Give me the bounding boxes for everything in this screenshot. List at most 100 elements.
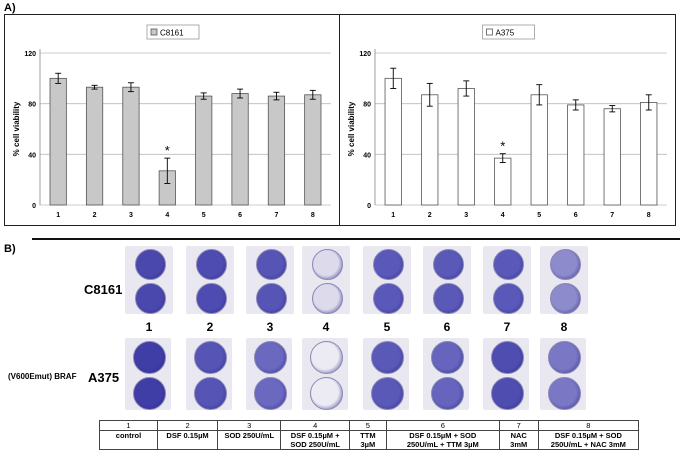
culture-well	[255, 249, 287, 280]
condition-cell: 7	[498, 420, 539, 431]
culture-well	[370, 377, 404, 410]
condition-cell: DSF 0.15µM + SOD	[537, 430, 640, 440]
bar	[85, 86, 104, 206]
chart-a375-frame: 0 40 80 120 % cell viability A375 1 2 3 4 * 5 6 7 8	[339, 14, 676, 226]
x-tick-label: 7	[610, 212, 614, 219]
bar	[567, 104, 585, 206]
x-tick-label: 6	[574, 212, 578, 219]
lane-number: 7	[503, 320, 511, 334]
culture-well	[253, 341, 287, 374]
culture-well	[490, 377, 524, 410]
condition-cell: 3	[217, 420, 282, 431]
culture-well	[311, 249, 343, 280]
x-tick-label: 4	[165, 212, 169, 219]
y-axis-label: % cell viability	[347, 101, 356, 156]
condition-cell: 3µM	[348, 440, 387, 450]
condition-cell: 1	[99, 420, 158, 431]
row-label-c8161: C8161	[84, 282, 123, 297]
bar	[231, 93, 249, 206]
culture-well	[132, 341, 166, 374]
plate-c8161	[540, 246, 588, 314]
culture-well	[432, 283, 464, 314]
chart-c8161-frame: 0 40 80 120 % cell viability C8161 1 2 3 4 * 5 6 7 8	[4, 14, 340, 226]
lane-number: 6	[443, 320, 451, 334]
chart-c8161: 0 40 80 120 % cell viability C8161 1 2 3 4 * 5 6 7 8	[12, 24, 331, 219]
condition-cell	[217, 440, 282, 450]
culture-well	[432, 249, 464, 280]
plate-a375	[186, 338, 232, 410]
condition-cell	[156, 440, 219, 450]
panel-a-label: A)	[4, 2, 16, 14]
culture-well	[132, 377, 166, 410]
culture-well	[430, 377, 464, 410]
x-tick-label: 2	[93, 212, 97, 219]
x-tick-label: 8	[647, 212, 651, 219]
culture-well	[549, 249, 581, 280]
legend-label: A375	[496, 29, 515, 38]
legend-swatch	[150, 28, 158, 36]
panel-divider	[32, 238, 680, 240]
bar	[494, 157, 512, 206]
plate-a375	[483, 338, 529, 410]
legend-box	[482, 24, 535, 40]
lane-number: 8	[560, 320, 568, 334]
bar	[195, 95, 213, 206]
y-tick-label: 0	[32, 203, 36, 210]
x-tick-label: 5	[202, 212, 206, 219]
y-tick-label: 120	[359, 51, 371, 58]
condition-line1-row: control DSF 0.15µM SOD 250U/mL DSF 0.15µM +…	[99, 430, 640, 440]
plate-c8161	[483, 246, 531, 314]
culture-well	[193, 377, 227, 410]
plate-a375	[423, 338, 469, 410]
bar	[384, 77, 402, 206]
x-tick-label: 6	[238, 212, 242, 219]
lane-number: 2	[206, 320, 214, 334]
condition-cell: NAC	[498, 430, 539, 440]
bar	[603, 108, 621, 206]
y-tick-label: 40	[28, 152, 36, 159]
condition-cell: DSF 0.15µM	[156, 430, 219, 440]
bar	[421, 94, 439, 206]
plate-a375	[246, 338, 292, 410]
plate-a375	[125, 338, 171, 410]
condition-cell: 6	[385, 420, 500, 431]
x-tick-label: 7	[274, 212, 278, 219]
culture-well	[547, 377, 581, 410]
condition-cell: SOD 250U/mL	[280, 440, 350, 450]
culture-well	[490, 341, 524, 374]
condition-cell: 8	[537, 420, 640, 431]
condition-cell: DSF 0.15µM + SOD	[385, 430, 500, 440]
culture-well	[492, 283, 524, 314]
bar	[267, 95, 286, 206]
x-tick-label: 1	[56, 212, 60, 219]
plate-a375	[302, 338, 348, 410]
condition-cell: control	[99, 430, 158, 440]
x-tick-label: 3	[464, 212, 468, 219]
culture-well	[549, 283, 581, 314]
condition-cell: 3mM	[498, 440, 539, 450]
condition-cell: 2	[156, 420, 219, 431]
culture-well	[134, 249, 166, 280]
plate-c8161	[186, 246, 234, 314]
bar	[49, 77, 67, 206]
legend-box	[146, 24, 200, 40]
plate-a375	[540, 338, 586, 410]
y-tick-label: 120	[24, 51, 36, 58]
x-tick-label: 8	[311, 212, 315, 219]
culture-well	[195, 249, 227, 280]
x-tick-label: 3	[129, 212, 133, 219]
row-label-a375: A375	[88, 370, 120, 385]
row-label-a375-prefix: (V600Emut) BRAF	[8, 372, 77, 381]
lane-number: 4	[322, 320, 330, 334]
plate-c8161	[363, 246, 411, 314]
significance-marker: *	[165, 143, 170, 158]
condition-cell: 4	[280, 420, 350, 431]
condition-cell: SOD 250U/mL	[217, 430, 282, 440]
plate-c8161	[246, 246, 294, 314]
bar	[122, 86, 140, 206]
chart-a375: 0 40 80 120 % cell viability A375 1 2 3 4 * 5 6 7 8	[347, 24, 667, 219]
culture-well	[372, 249, 404, 280]
x-tick-label: 1	[391, 212, 395, 219]
